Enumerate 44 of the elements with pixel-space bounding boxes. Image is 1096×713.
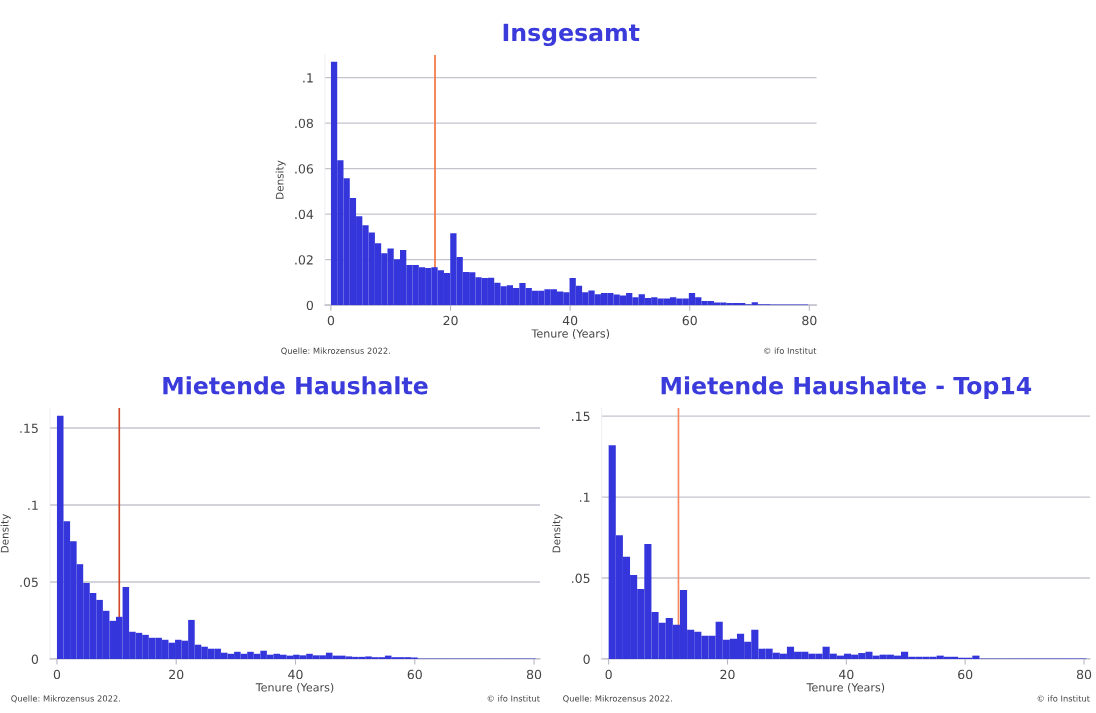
y-tick-label: .1 [28, 500, 38, 510]
text: © ifo Institut [764, 347, 817, 354]
x-tick-label: 20 [169, 669, 184, 680]
y-tick-label: 0 [31, 654, 39, 664]
y-tick-label: .15 [572, 411, 590, 422]
x-tick-label: 60 [958, 669, 973, 680]
x-tick-label: 80 [526, 669, 542, 680]
y-tick-label: .04 [295, 209, 314, 220]
x-axis-title: Tenure (Years) [806, 682, 885, 693]
chart-title: Mietende Haushalte [163, 376, 428, 395]
x-tick-label: 40 [839, 669, 854, 680]
x-tick-label: 0 [605, 669, 612, 680]
text: © ifo Institut [1037, 695, 1090, 702]
y-tick-label: .1 [580, 492, 590, 502]
y-axis-title: Density [0, 514, 11, 553]
x-tick-label: 0 [327, 315, 335, 326]
source-note: Quelle: Mikrozensus 2022. [11, 695, 120, 703]
y-axis-title: Density [275, 160, 286, 199]
chart-title: Insgesamt [503, 23, 640, 47]
y-tick-label: .15 [20, 423, 38, 433]
x-tick-label: 20 [443, 315, 458, 326]
y-tick-label: .1 [303, 73, 313, 83]
source-note: Quelle: Mikrozensus 2022. [563, 695, 672, 703]
x-tick-label: 40 [288, 669, 303, 680]
chart-title: Mietende Haushalte - Top14 [661, 376, 1032, 400]
y-tick-label: 0 [583, 654, 590, 664]
x-tick-label: 60 [407, 669, 422, 680]
y-tick-label: .05 [20, 577, 38, 587]
y-tick-label: .08 [295, 118, 313, 129]
x-axis-title: Tenure (Years) [531, 329, 610, 339]
x-tick-label: 60 [682, 315, 697, 326]
x-axis-title: Tenure (Years) [255, 682, 334, 693]
x-tick-label: 0 [53, 669, 61, 680]
x-tick-label: 80 [802, 315, 817, 326]
y-axis-title: Density [552, 514, 563, 553]
x-tick-label: 20 [720, 669, 735, 680]
x-tick-label: 40 [562, 315, 578, 326]
y-tick-label: .02 [295, 255, 313, 265]
y-tick-label: .05 [572, 573, 590, 583]
source-note: Quelle: Mikrozensus 2022. [281, 347, 390, 355]
text: © ifo Institut [487, 695, 540, 702]
x-tick-label: 80 [1076, 669, 1092, 680]
y-tick-label: 0 [306, 300, 314, 311]
y-tick-label: .06 [295, 164, 314, 174]
